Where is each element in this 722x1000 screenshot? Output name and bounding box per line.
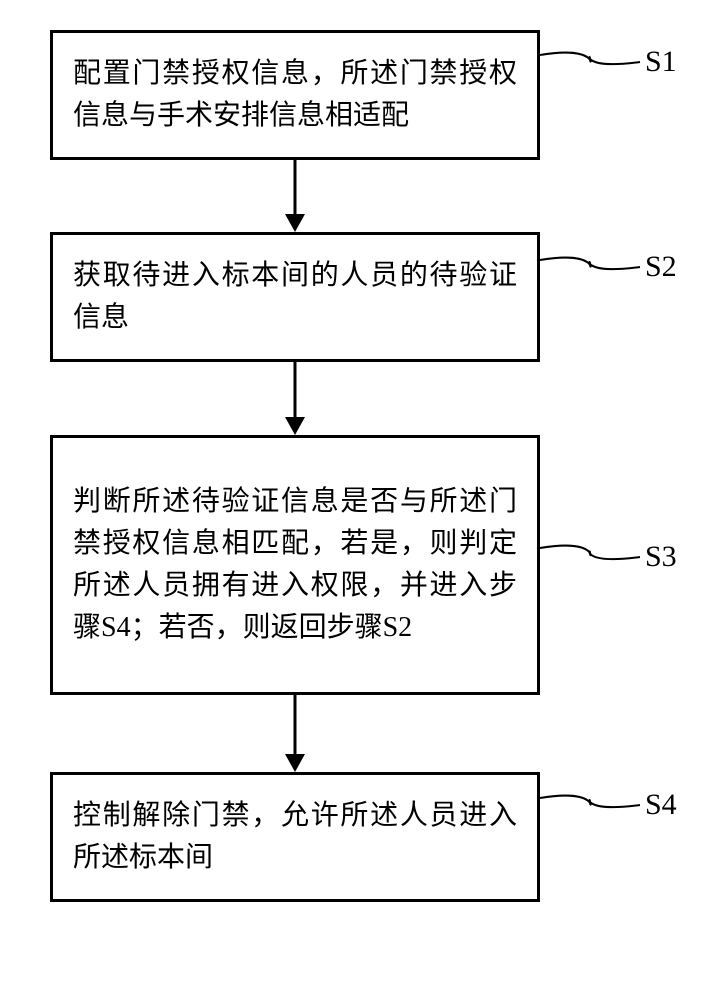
flowchart-canvas: 配置门禁授权信息，所述门禁授权信息与手术安排信息相适配 获取待进入标本间的人员的… <box>0 0 722 1000</box>
connector-layer <box>0 0 722 1000</box>
